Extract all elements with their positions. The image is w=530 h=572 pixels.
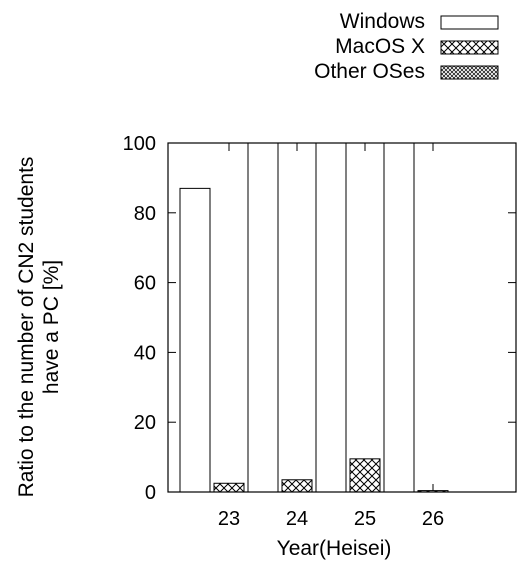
bar-macos-x-25 (349, 458, 381, 493)
bar-windows-25 (315, 142, 347, 493)
legend-label: Other OSes (314, 60, 425, 83)
y-axis-label-line-2: have a PC [%] (40, 260, 63, 394)
legend-swatch (440, 65, 499, 80)
legend-swatch (440, 40, 499, 55)
legend-label: Windows (340, 10, 425, 33)
y-tick-label: 20 (134, 412, 156, 434)
x-tick-label: 25 (354, 508, 376, 530)
bar-macos-x-24 (281, 479, 313, 493)
y-tick-label: 60 (134, 273, 156, 295)
x-tick-label: 24 (286, 508, 308, 530)
x-tick-label: 26 (422, 508, 444, 530)
bar-windows-24 (247, 142, 279, 493)
legend-label: MacOS X (335, 35, 425, 58)
x-tick-label: 23 (218, 508, 240, 530)
bars (179, 142, 449, 493)
y-tick-label: 0 (145, 482, 156, 504)
x-axis-label: Year(Heisei) (277, 537, 392, 560)
y-tick-label: 80 (134, 203, 156, 225)
y-tick-label: 100 (123, 133, 156, 155)
y-tick-label: 40 (134, 342, 156, 364)
plot-frame (167, 142, 517, 493)
bar-windows-23 (179, 187, 211, 493)
legend-swatch (440, 15, 499, 30)
axis-ticks: 0 20 40 60 80 100 23 24 25 26 (123, 133, 516, 530)
bar-macos-x-23 (213, 482, 245, 493)
y-axis-label-line-1: Ratio to the number of CN2 students (15, 157, 38, 498)
bar-windows-26 (383, 142, 415, 493)
